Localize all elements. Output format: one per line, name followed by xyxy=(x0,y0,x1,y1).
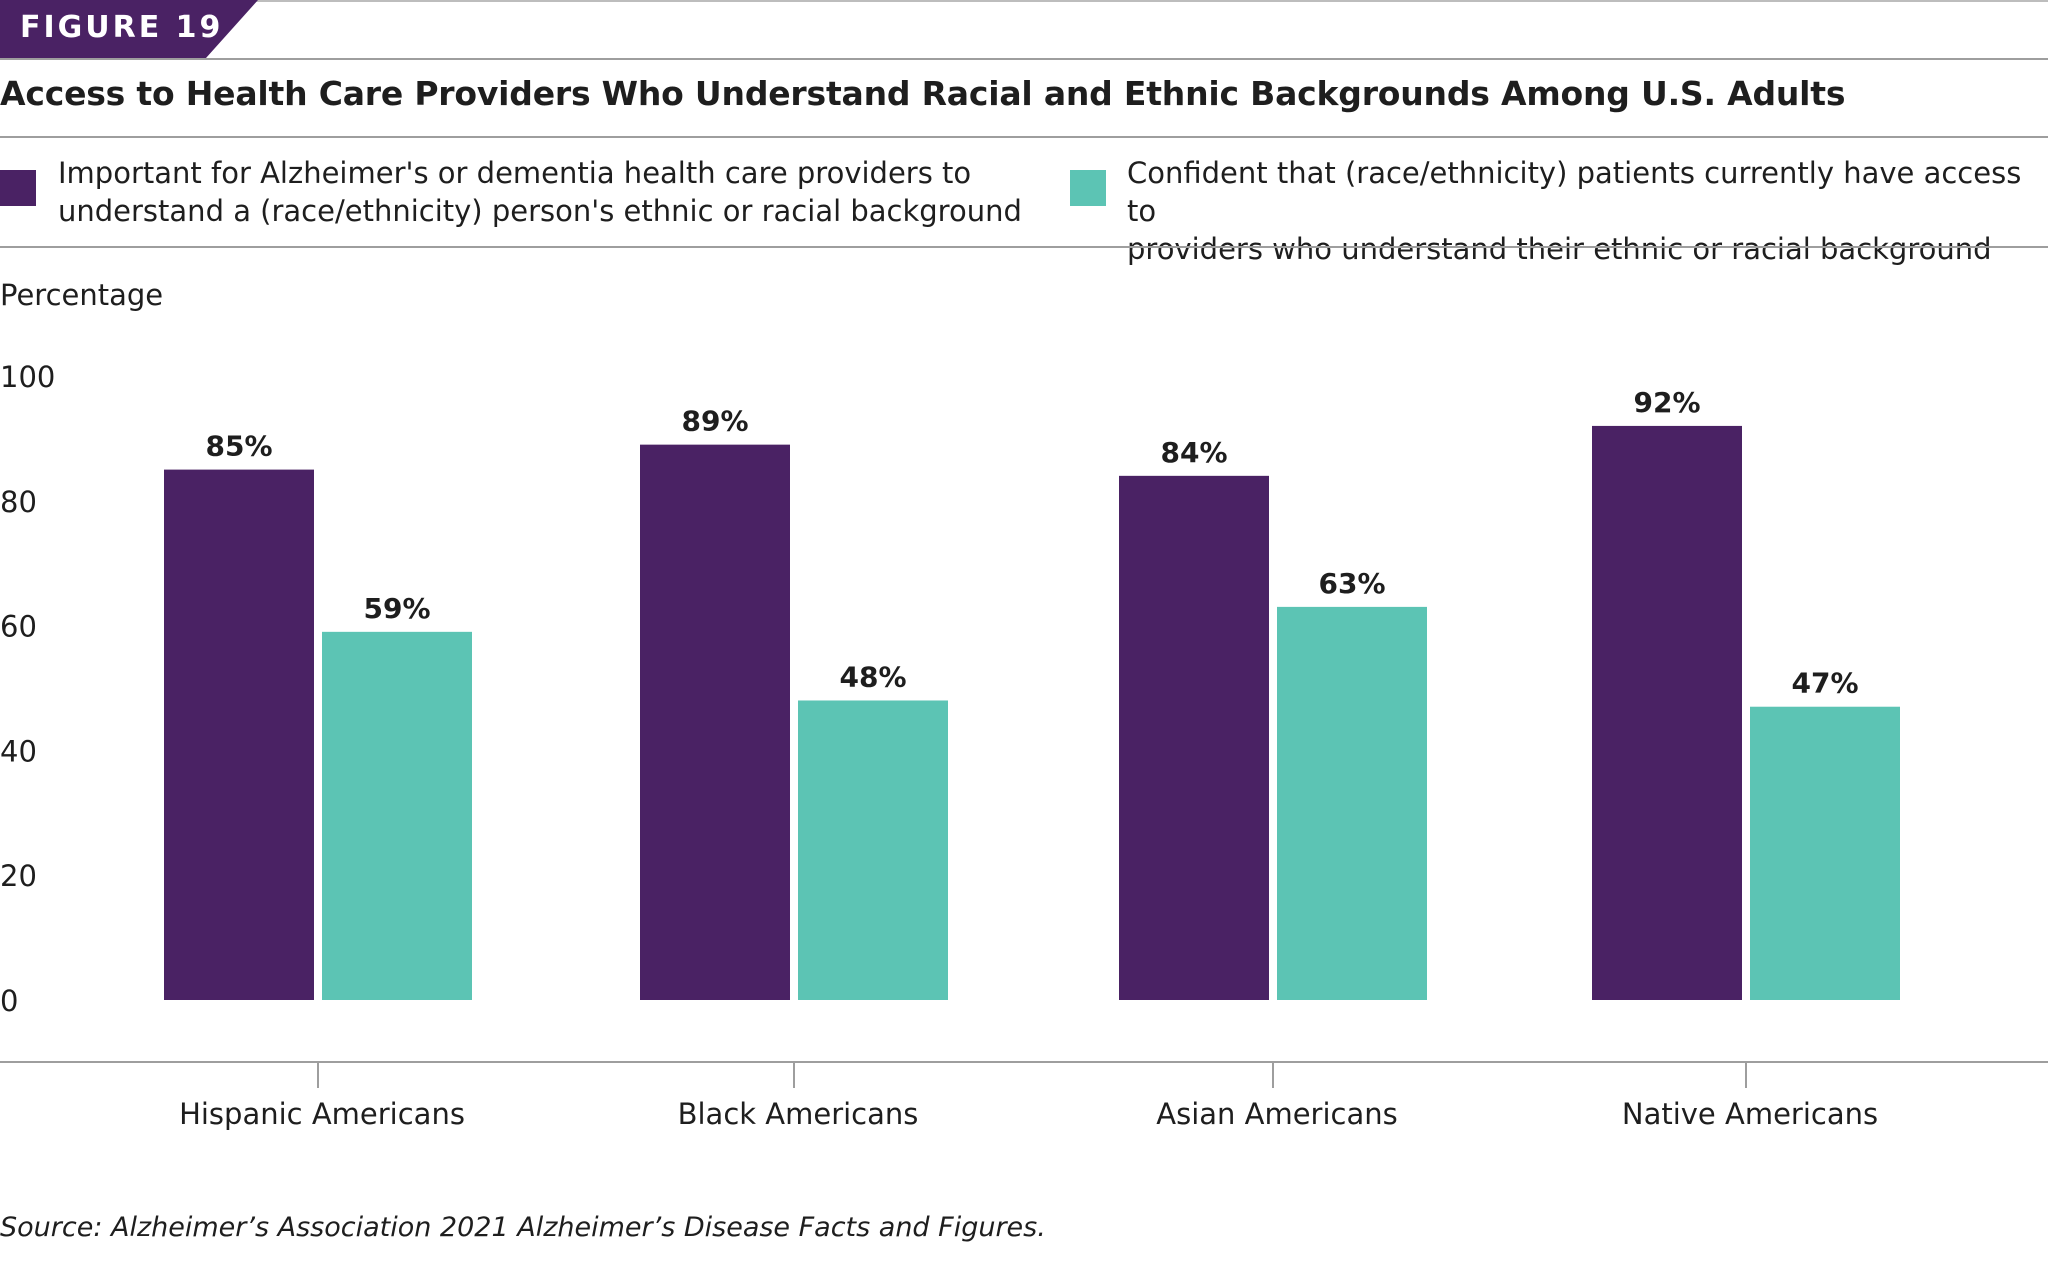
bar-native-americans-series2 xyxy=(1750,706,1900,1000)
title-top-rule xyxy=(0,58,2048,60)
legend-swatch-confident xyxy=(1070,170,1106,206)
legend-important-line2: understand a (race/ethnicity) person's e… xyxy=(58,194,1022,228)
legend-swatch-important xyxy=(0,170,36,206)
chart-title: Access to Health Care Providers Who Unde… xyxy=(0,74,1846,113)
bar-native-americans-series1 xyxy=(1592,425,1742,1000)
y-tick-label-60: 60 xyxy=(0,610,37,644)
y-tick-label-20: 20 xyxy=(0,859,37,893)
y-tick-label-80: 80 xyxy=(0,485,37,519)
top-rule xyxy=(0,0,2048,2)
legend-confident-line2: providers who understand their ethnic or… xyxy=(1127,232,1992,266)
data-label-black-americans-series2: 48% xyxy=(839,660,906,693)
x-tick-label-native-americans: Native Americans xyxy=(1622,1097,1878,1131)
bar-hispanic-americans-series1 xyxy=(164,469,314,1001)
bar-asian-americans-series2 xyxy=(1277,606,1427,1000)
bar-asian-americans-series1 xyxy=(1119,475,1269,1001)
bar-black-americans-series2 xyxy=(798,700,948,1000)
title-bottom-rule xyxy=(0,136,2048,138)
figure-label: FIGURE 19 xyxy=(20,10,224,45)
figure-tag: FIGURE 19 xyxy=(0,0,258,58)
legend-bottom-rule xyxy=(0,246,2048,248)
y-axis-label: Percentage xyxy=(0,278,164,312)
x-tick-label-black-americans: Black Americans xyxy=(678,1097,919,1131)
y-tick-label-0: 0 xyxy=(0,984,18,1018)
data-label-native-americans-series2: 47% xyxy=(1791,667,1858,700)
legend-important-line1: Important for Alzheimer's or dementia he… xyxy=(58,156,972,190)
data-label-asian-americans-series2: 63% xyxy=(1318,567,1385,600)
bar-black-americans-series1 xyxy=(640,444,790,1000)
x-tick-label-hispanic-americans: Hispanic Americans xyxy=(179,1097,465,1131)
data-label-black-americans-series1: 89% xyxy=(681,405,748,438)
data-label-native-americans-series1: 92% xyxy=(1633,386,1700,419)
x-tick-label-asian-americans: Asian Americans xyxy=(1156,1097,1398,1131)
figure-tag-shape xyxy=(0,0,258,58)
legend-text-confident: Confident that (race/ethnicity) patients… xyxy=(1127,154,2048,268)
y-tick-label-40: 40 xyxy=(0,734,37,768)
legend-text-important: Important for Alzheimer's or dementia he… xyxy=(58,154,1022,230)
legend-confident-line1: Confident that (race/ethnicity) patients… xyxy=(1127,156,2022,228)
data-label-hispanic-americans-series2: 59% xyxy=(363,592,430,625)
bar-hispanic-americans-series2 xyxy=(322,631,472,1000)
y-tick-label-100: 100 xyxy=(0,360,55,394)
data-label-asian-americans-series1: 84% xyxy=(1160,436,1227,469)
data-label-hispanic-americans-series1: 85% xyxy=(205,430,272,463)
source-note: Source: Alzheimer’s Association 2021 Alz… xyxy=(0,1212,1046,1243)
